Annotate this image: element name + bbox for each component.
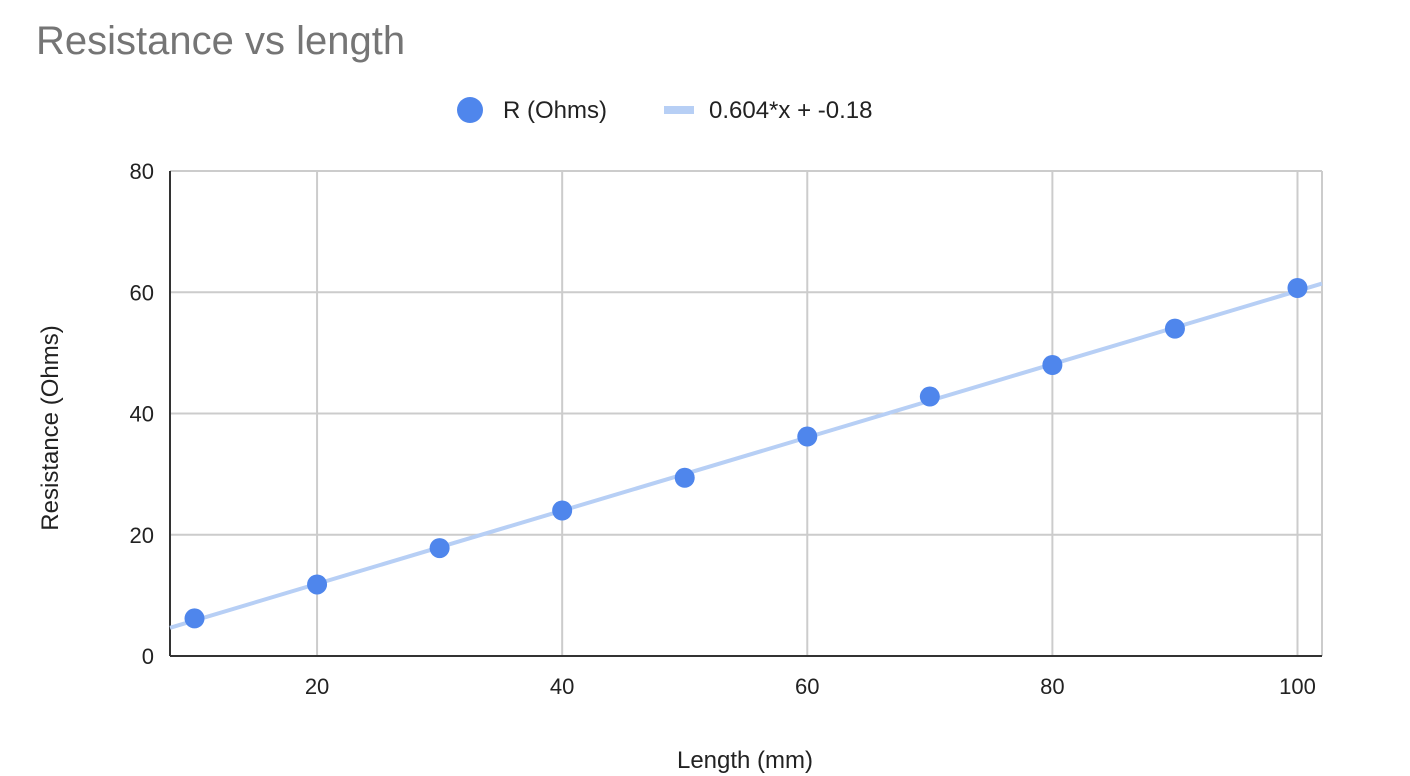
legend-label-series: R (Ohms) [503,97,607,124]
legend-marker-series [457,97,483,123]
data-point [307,574,328,595]
x-tick-label: 20 [305,674,329,699]
tick-labels: 0 20 40 60 80 20 40 60 80 100 [130,159,1316,699]
data-point [919,386,940,407]
legend-marker-trendline [664,106,694,114]
data-point [552,500,573,521]
x-tick-label: 60 [795,674,819,699]
data-point [1042,355,1063,375]
x-tick-label: 40 [550,674,574,699]
data-point [1287,278,1308,299]
data-point [1164,318,1185,339]
data-points [184,278,1308,629]
legend-label-trendline: 0.604*x + -0.18 [709,97,872,124]
y-tick-label: 80 [130,159,154,184]
axes [169,171,1322,657]
data-point [797,426,818,447]
y-tick-label: 40 [130,402,154,427]
data-point [184,608,205,629]
data-point [429,538,450,559]
data-point [674,467,695,488]
x-axis-title: Length (mm) [677,747,813,774]
x-tick-label: 100 [1279,674,1316,699]
x-tick-label: 80 [1040,674,1064,699]
trendline [169,281,1323,630]
legend: R (Ohms) 0.604*x + -0.18 [457,97,872,124]
y-axis-title: Resistance (Ohms) [37,325,64,530]
y-tick-label: 20 [130,523,154,548]
trendline-path [169,281,1323,630]
grid-lines [170,170,1323,656]
chart-title: Resistance vs length [36,19,405,63]
y-tick-label: 60 [130,280,154,305]
y-tick-label: 0 [142,644,154,669]
